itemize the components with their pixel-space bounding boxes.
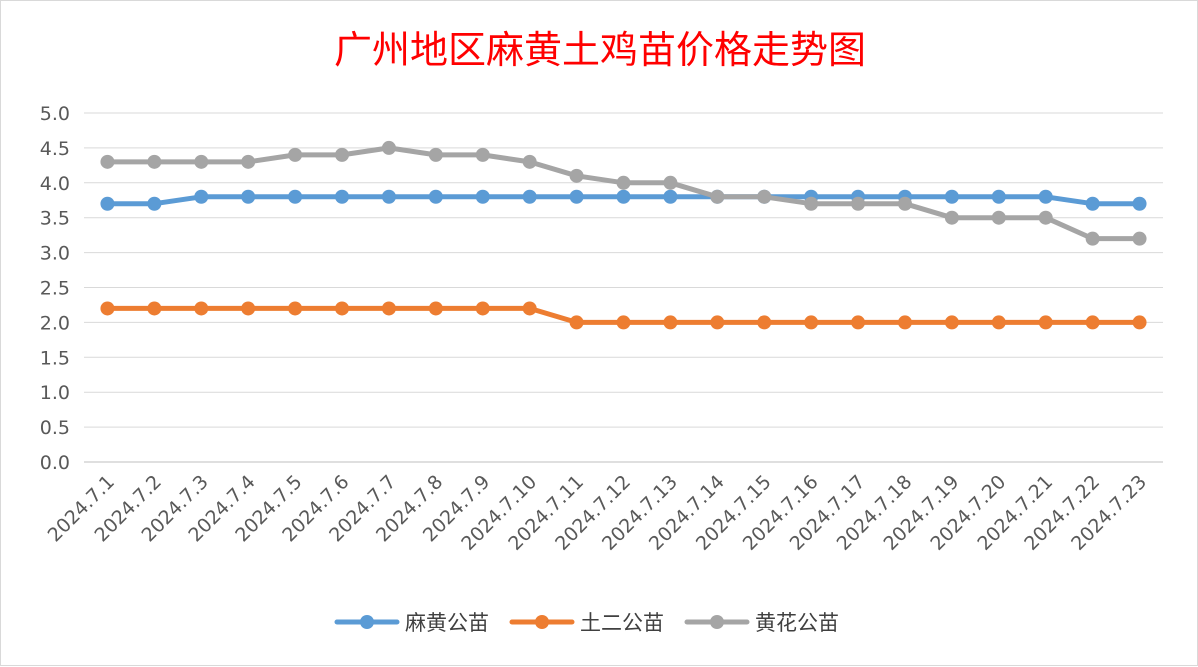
y-tick-label: 4.5 xyxy=(40,138,70,160)
data-point xyxy=(569,189,584,204)
data-point xyxy=(381,140,396,155)
data-point xyxy=(663,189,678,204)
y-tick-label: 2.5 xyxy=(40,278,70,300)
y-axis-ticks: 0.0 0.5 1.0 1.5 2.0 2.5 3.0 3.5 4.0 4.5 5.0 xyxy=(40,103,70,474)
data-point xyxy=(851,196,866,211)
y-tick-label: 0.5 xyxy=(40,417,70,439)
data-point xyxy=(991,210,1006,225)
legend-swatch-marker xyxy=(710,615,724,629)
data-point xyxy=(944,315,959,330)
legend: 麻黄公苗 土二公苗 黄花公苗 xyxy=(334,611,839,635)
legend-swatch-marker xyxy=(535,615,549,629)
data-point xyxy=(897,196,912,211)
data-point xyxy=(1132,196,1147,211)
data-point xyxy=(475,301,490,316)
data-point xyxy=(616,315,631,330)
data-point xyxy=(100,154,115,169)
legend-label: 麻黄公苗 xyxy=(405,611,489,635)
data-point xyxy=(522,154,537,169)
data-point xyxy=(428,189,443,204)
data-point xyxy=(147,301,162,316)
data-point xyxy=(991,315,1006,330)
data-point xyxy=(804,315,819,330)
data-point xyxy=(381,189,396,204)
data-point xyxy=(1038,315,1053,330)
chart-title: 广州地区麻黄土鸡苗价格走势图 xyxy=(334,28,866,72)
data-point xyxy=(147,196,162,211)
legend-item: 麻黄公苗 xyxy=(334,611,489,635)
data-point xyxy=(381,301,396,316)
data-point xyxy=(241,189,256,204)
data-point xyxy=(428,301,443,316)
data-point xyxy=(428,147,443,162)
series-lines xyxy=(100,140,1147,330)
y-tick-label: 4.0 xyxy=(40,173,70,195)
data-point xyxy=(335,147,350,162)
y-tick-label: 3.0 xyxy=(40,243,70,265)
series-3 xyxy=(100,140,1147,246)
data-point xyxy=(100,301,115,316)
data-point xyxy=(1132,231,1147,246)
data-point xyxy=(710,315,725,330)
legend-item: 土二公苗 xyxy=(509,611,664,635)
series-1 xyxy=(100,189,1147,211)
data-point xyxy=(522,301,537,316)
data-point xyxy=(288,189,303,204)
data-point xyxy=(288,301,303,316)
data-point xyxy=(335,301,350,316)
data-point xyxy=(1085,231,1100,246)
data-point xyxy=(569,315,584,330)
data-point xyxy=(1132,315,1147,330)
data-point xyxy=(335,189,350,204)
data-point xyxy=(663,175,678,190)
data-point xyxy=(616,175,631,190)
data-point xyxy=(663,315,678,330)
data-point xyxy=(569,168,584,183)
data-point xyxy=(241,301,256,316)
legend-item: 黄花公苗 xyxy=(684,611,839,635)
data-point xyxy=(710,189,725,204)
legend-label: 土二公苗 xyxy=(580,611,664,635)
data-point xyxy=(1038,189,1053,204)
y-tick-label: 0.0 xyxy=(40,452,70,474)
data-point xyxy=(100,196,115,211)
data-point xyxy=(194,189,209,204)
legend-swatch-marker xyxy=(360,615,374,629)
data-point xyxy=(475,189,490,204)
series-2 xyxy=(100,301,1147,330)
data-point xyxy=(851,315,866,330)
data-point xyxy=(616,189,631,204)
data-point xyxy=(804,196,819,211)
data-point xyxy=(194,154,209,169)
data-point xyxy=(241,154,256,169)
data-point xyxy=(757,315,772,330)
data-point xyxy=(1085,196,1100,211)
x-axis-ticks: 2024.7.12024.7.22024.7.32024.7.42024.7.5… xyxy=(44,471,1151,555)
data-point xyxy=(522,189,537,204)
data-point xyxy=(475,147,490,162)
data-point xyxy=(944,189,959,204)
y-tick-label: 3.5 xyxy=(40,208,70,230)
data-point xyxy=(1038,210,1053,225)
data-point xyxy=(194,301,209,316)
data-point xyxy=(1085,315,1100,330)
legend-label: 黄花公苗 xyxy=(755,611,839,635)
data-point xyxy=(757,189,772,204)
y-tick-label: 2.0 xyxy=(40,312,70,334)
data-point xyxy=(288,147,303,162)
data-point xyxy=(944,210,959,225)
data-point xyxy=(147,154,162,169)
data-point xyxy=(897,315,912,330)
y-tick-label: 1.5 xyxy=(40,347,70,369)
data-point xyxy=(991,189,1006,204)
y-tick-label: 1.0 xyxy=(40,382,70,404)
y-tick-label: 5.0 xyxy=(40,103,70,125)
